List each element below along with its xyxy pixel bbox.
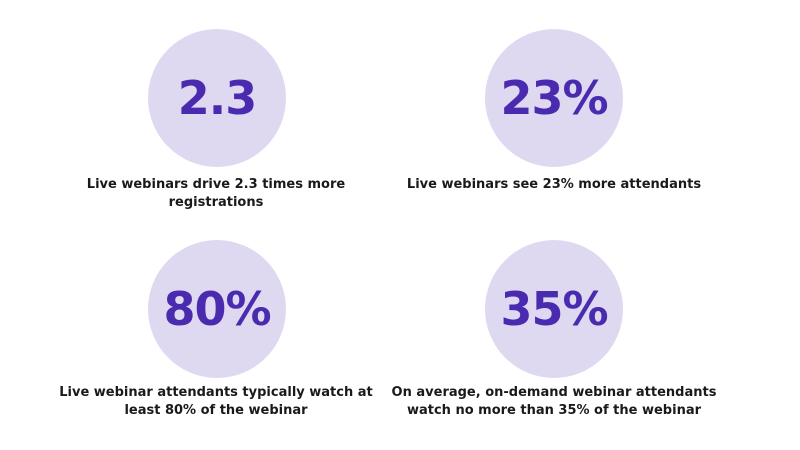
stat-value: 23% — [500, 71, 608, 125]
stat-value: 35% — [500, 282, 608, 336]
stat-caption-line: Live webinar attendants typically watch … — [59, 385, 373, 400]
stat-circle: 35% — [485, 240, 623, 378]
stat-circle: 23% — [485, 29, 623, 167]
stat-caption-line: watch no more than 35% of the webinar — [406, 403, 702, 418]
stat-caption-line: Live webinars drive 2.3 times more — [86, 177, 346, 192]
stat-caption: Live webinar attendants typically watch … — [46, 384, 386, 420]
stat-caption-line: On average, on-demand webinar attendants — [391, 385, 717, 400]
stat-caption-line: least 80% of the webinar — [124, 403, 308, 418]
stat-circle: 2.3 — [148, 29, 286, 167]
stat-value: 2.3 — [177, 71, 257, 125]
stat-value: 80% — [163, 282, 271, 336]
stat-circle: 80% — [148, 240, 286, 378]
stat-caption-line: Live webinars see 23% more attendants — [406, 177, 702, 192]
stat-caption-line: registrations — [168, 195, 264, 210]
stat-caption: On average, on-demand webinar attendants… — [384, 384, 724, 420]
stat-caption: Live webinars see 23% more attendants — [384, 176, 724, 194]
stat-caption: Live webinars drive 2.3 times more regis… — [46, 176, 386, 212]
